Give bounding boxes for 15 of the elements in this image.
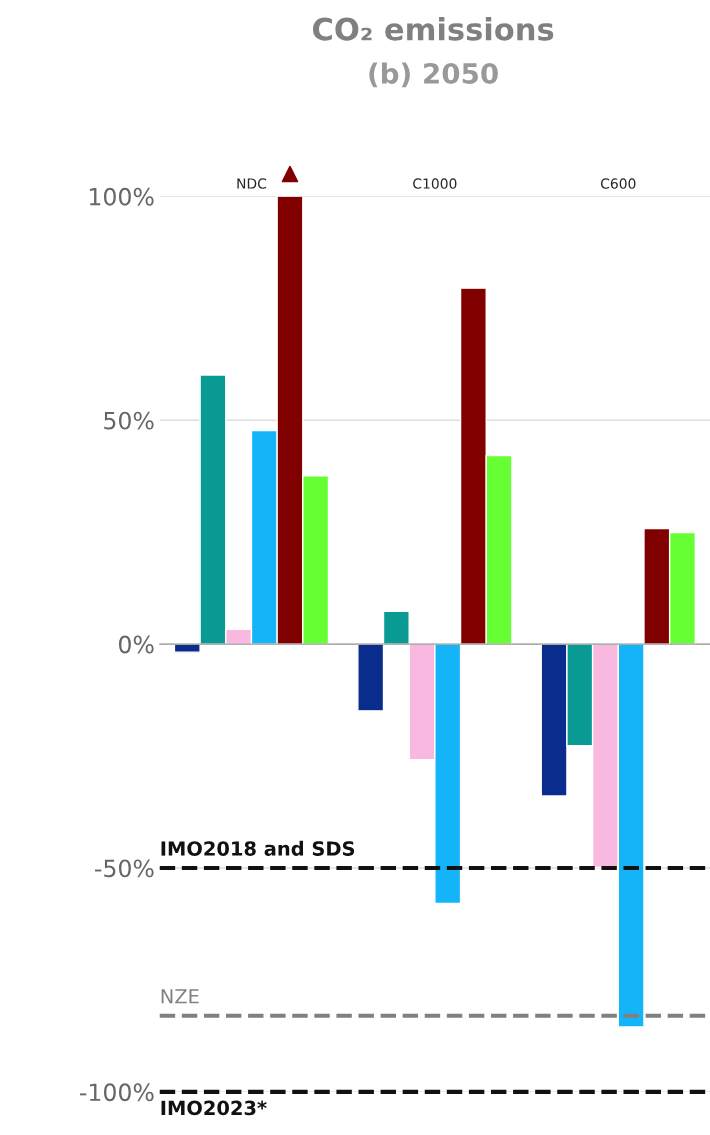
chart-subtitle: (b) 2050 [369, 62, 498, 88]
ref-line-label: IMO2018 and SDS [161, 840, 355, 856]
y-tick-label: 0% [118, 635, 154, 654]
chart-title: CO₂ emissions [313, 17, 554, 41]
y-tick-label: -100% [80, 1083, 154, 1102]
x-tick-label: NDC [237, 178, 267, 189]
x-tick-label: C600 [600, 178, 636, 189]
ref-line-label: NZE [161, 989, 199, 1004]
bar [357, 643, 385, 712]
y-tick-label: -50% [95, 859, 154, 878]
y-tick-label: 100% [89, 187, 154, 206]
y-tick-label: 50% [104, 411, 154, 430]
x-tick-label: C1000 [413, 178, 457, 189]
ref-line-label: IMO2023* [161, 1100, 267, 1116]
bar [382, 610, 410, 645]
